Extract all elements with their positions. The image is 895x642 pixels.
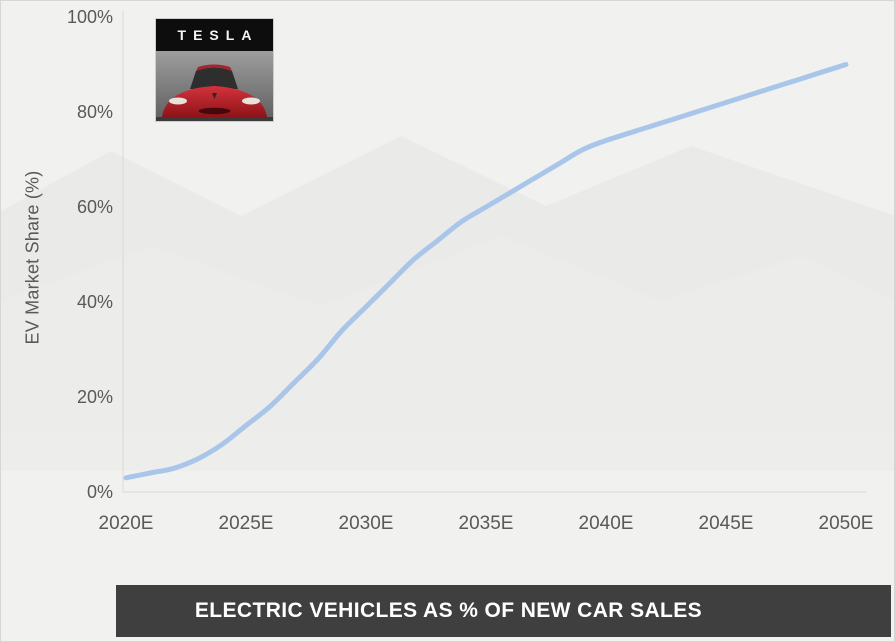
y-tick-label: 0% [87,482,113,502]
mountain-watermark-front [1,236,894,471]
x-tick-label: 2020E [99,513,154,534]
y-axis-title: EV Market Share (%) [22,170,43,345]
car-hood [162,86,267,117]
tesla-wordmark: TESLA [156,19,273,51]
car-headlight-left [169,97,187,105]
line-chart: 0% 20% 40% 60% 80% 100% 2020E 2025E 2030E 2035E 20… [1,7,894,534]
y-tick-label: 20% [77,387,113,407]
x-tick-label: 2025E [219,513,274,534]
tesla-logo: TESLA [156,19,273,121]
caption-banner: ELECTRIC VEHICLES AS % OF NEW CAR SALES [116,585,891,637]
x-tick-label: 2040E [579,513,634,534]
car-roof [196,64,232,71]
y-tick-label: 40% [77,292,113,312]
car-grille [198,107,231,115]
car-windshield [190,67,238,89]
x-tick-label: 2035E [459,513,514,534]
y-tick-label: 80% [77,102,113,122]
x-tick-label: 2050E [819,513,874,534]
x-tick-label: 2045E [699,513,754,534]
car-headlight-right [242,97,260,105]
x-tick-label: 2030E [339,513,394,534]
y-tick-label: 60% [77,197,113,217]
car-bumper-shadow [156,117,273,121]
tesla-badge-icon [212,93,217,99]
tesla-car-image [156,51,273,121]
ev-share-line-series [123,62,849,481]
caption-text: ELECTRIC VEHICLES AS % OF NEW CAR SALES [194,599,703,622]
y-tick-label: 100% [67,7,113,27]
